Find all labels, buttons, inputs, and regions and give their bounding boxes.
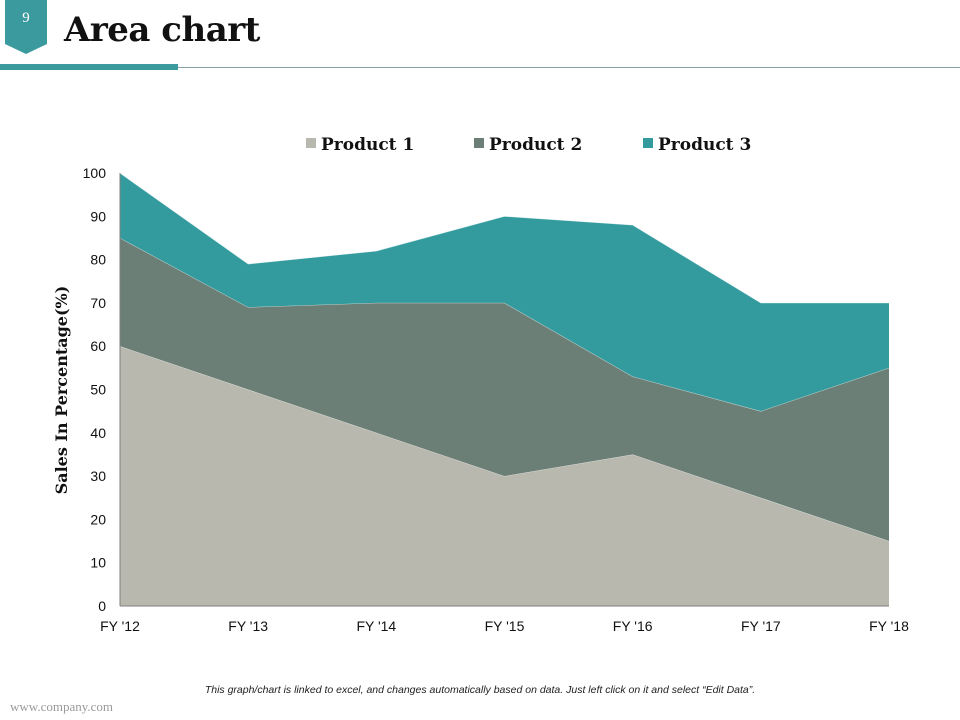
- legend-swatch: [306, 138, 316, 148]
- chart-axes: [119, 173, 889, 607]
- y-tick-label: 0: [98, 598, 106, 614]
- x-tick-label: FY '18: [869, 618, 909, 634]
- title-underline-accent: [0, 64, 178, 70]
- page-number-badge: 9: [5, 0, 47, 54]
- x-tick-labels: FY '12 FY '13 FY '14 FY '15 FY '16 FY '17 FY '…: [100, 618, 909, 634]
- legend-label: Product 1: [321, 135, 414, 155]
- y-tick-label: 40: [90, 425, 106, 441]
- y-tick-label: 100: [83, 165, 107, 181]
- y-tick-label: 80: [90, 252, 106, 268]
- legend-item: Product 3: [643, 135, 751, 155]
- page-number: 9: [22, 10, 30, 26]
- x-tick-label: FY '16: [613, 618, 653, 634]
- area-product-3: [120, 173, 889, 412]
- x-tick-label: FY '15: [485, 618, 525, 634]
- chart-legend: Product 1 Product 2 Product 3: [306, 135, 751, 155]
- footnote: This graph/chart is linked to excel, and…: [204, 684, 756, 696]
- legend-label: Product 3: [658, 135, 751, 155]
- y-tick-label: 50: [90, 382, 106, 398]
- footer-url: www.company.com: [10, 699, 114, 714]
- y-tick-label: 70: [90, 295, 106, 311]
- x-tick-label: FY '12: [100, 618, 140, 634]
- page-title: Area chart: [64, 10, 260, 50]
- legend-swatch: [643, 138, 653, 148]
- area-edge-product-3: [119, 172, 889, 304]
- area-product-2: [120, 237, 889, 542]
- y-tick-label: 90: [90, 208, 106, 224]
- y-tick-labels: 0 10 20 30 40 50 60 70 80 90 100: [83, 165, 107, 614]
- legend-item: Product 2: [474, 135, 582, 155]
- y-tick-label: 20: [90, 511, 106, 527]
- y-tick-label: 30: [90, 468, 106, 484]
- y-axis-label: Sales In Percentage(%): [52, 286, 71, 495]
- legend-item: Product 1: [306, 135, 414, 155]
- x-tick-label: FY '14: [356, 618, 396, 634]
- legend-label: Product 2: [489, 135, 582, 155]
- x-tick-label: FY '17: [741, 618, 781, 634]
- legend-swatch: [474, 138, 484, 148]
- y-tick-label: 10: [90, 555, 106, 571]
- title-underline: [178, 67, 960, 68]
- area-series-group: [119, 172, 890, 606]
- x-tick-label: FY '13: [228, 618, 268, 634]
- y-tick-label: 60: [90, 338, 106, 354]
- badge-shape: [5, 0, 47, 54]
